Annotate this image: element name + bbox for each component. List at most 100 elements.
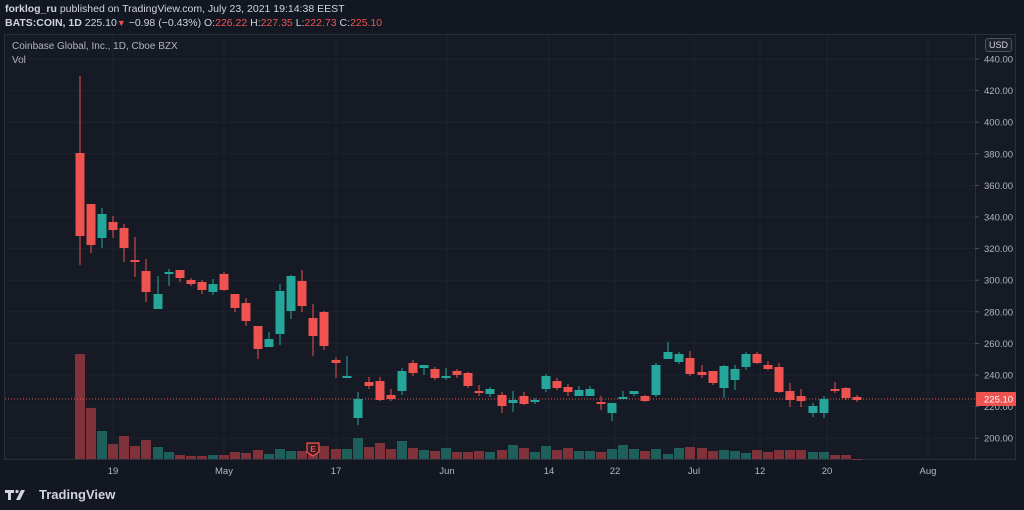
candle-body[interactable]: [275, 291, 285, 334]
candle-body[interactable]: [474, 391, 484, 393]
candle-body[interactable]: [497, 395, 507, 406]
candle-body[interactable]: [141, 271, 151, 292]
volume-bar: [241, 453, 251, 459]
candle-body[interactable]: [319, 312, 329, 346]
candle-body[interactable]: [808, 406, 818, 413]
candle-body[interactable]: [663, 352, 673, 359]
candle-body[interactable]: [297, 281, 307, 306]
candle-body[interactable]: [629, 391, 639, 394]
candle-body[interactable]: [97, 214, 107, 238]
brand-name: TradingView: [39, 487, 116, 502]
candle-body[interactable]: [563, 387, 573, 392]
candle-body[interactable]: [130, 260, 140, 262]
candle-body[interactable]: [119, 228, 129, 248]
candle-body[interactable]: [585, 389, 595, 396]
y-axis-label: 360.00: [984, 181, 1013, 192]
candle-body[interactable]: [685, 358, 695, 374]
candle-body[interactable]: [552, 381, 562, 388]
legend-title[interactable]: Coinbase Global, Inc., 1D, Cboe BZX: [12, 41, 178, 52]
candle-body[interactable]: [186, 280, 196, 284]
candle-body[interactable]: [308, 318, 318, 336]
candle-body[interactable]: [264, 339, 274, 347]
candle-body[interactable]: [353, 399, 363, 418]
candle-body[interactable]: [75, 153, 85, 236]
candle-body[interactable]: [651, 365, 661, 395]
candle-body[interactable]: [674, 354, 684, 362]
candle-body[interactable]: [342, 376, 352, 378]
candle-body[interactable]: [841, 388, 851, 398]
candle-body[interactable]: [697, 372, 707, 375]
candle-body[interactable]: [463, 373, 473, 386]
candle-body[interactable]: [730, 369, 740, 380]
candle-body[interactable]: [441, 376, 451, 378]
candle-body[interactable]: [364, 382, 374, 386]
candle-body[interactable]: [386, 395, 396, 399]
candle-body[interactable]: [452, 371, 462, 375]
volume-bar: [830, 455, 840, 459]
currency-badge[interactable]: USD: [985, 38, 1013, 52]
y-axis-label: 420.00: [984, 86, 1013, 97]
candle-body[interactable]: [519, 396, 529, 404]
candle-body[interactable]: [596, 402, 606, 404]
candle-body[interactable]: [197, 282, 207, 290]
candle-body[interactable]: [508, 400, 518, 403]
low-label: L:: [295, 17, 305, 29]
candle-body[interactable]: [618, 397, 628, 399]
y-axis-label: 260.00: [984, 339, 1013, 350]
tradingview-logo[interactable]: TradingView: [5, 487, 115, 502]
candle-body[interactable]: [241, 303, 251, 321]
candle-body[interactable]: [331, 360, 341, 363]
candle-body[interactable]: [153, 294, 163, 309]
candle-body[interactable]: [752, 354, 762, 363]
volume-bar: [774, 450, 784, 459]
volume-bar: [819, 452, 829, 459]
candle-body[interactable]: [830, 389, 840, 391]
earnings-marker-label: E: [310, 445, 316, 454]
candle-body[interactable]: [719, 366, 729, 388]
candle-body[interactable]: [819, 399, 829, 413]
volume-bar: [674, 448, 684, 459]
volume-bar: [141, 440, 151, 459]
volume-bar: [186, 456, 196, 459]
volume-bar: [574, 451, 584, 459]
candle-body[interactable]: [708, 371, 718, 383]
candle-body[interactable]: [175, 270, 185, 278]
volume-bar: [441, 448, 451, 459]
candle-body[interactable]: [219, 274, 229, 290]
candle-body[interactable]: [86, 204, 96, 245]
symbol-info: BATS:COIN, 1D 225.10▼ −0.98 (−0.43%) O:2…: [5, 17, 382, 29]
candle-body[interactable]: [430, 369, 440, 378]
volume-bar: [219, 455, 229, 459]
candle-body[interactable]: [108, 222, 118, 230]
candle-body[interactable]: [640, 396, 650, 401]
candle-body[interactable]: [485, 389, 495, 394]
low-value: 222.73: [304, 17, 337, 29]
earnings-marker-icon[interactable]: [306, 442, 320, 457]
candle-body[interactable]: [607, 403, 617, 413]
candle-body[interactable]: [741, 354, 751, 367]
candle-body[interactable]: [408, 363, 418, 373]
candle-body[interactable]: [541, 376, 551, 389]
volume-bar: [397, 441, 407, 459]
y-axis-label: 440.00: [984, 55, 1013, 66]
candle-body[interactable]: [852, 397, 862, 400]
candle-body[interactable]: [397, 371, 407, 391]
candle-body[interactable]: [286, 276, 296, 311]
candle-body[interactable]: [253, 326, 263, 349]
last-price-tag: [976, 392, 1016, 406]
candle-body[interactable]: [574, 390, 584, 396]
candle-body[interactable]: [530, 400, 540, 402]
candle-body[interactable]: [164, 272, 174, 274]
candle-body[interactable]: [785, 391, 795, 400]
volume-bar: [119, 436, 129, 459]
candle-body[interactable]: [375, 381, 385, 400]
x-axis-label: 22: [610, 466, 621, 477]
candle-body[interactable]: [419, 365, 429, 368]
candle-body[interactable]: [774, 367, 784, 392]
candle-body[interactable]: [230, 294, 240, 308]
candle-body[interactable]: [208, 284, 218, 292]
candle-body[interactable]: [763, 365, 773, 369]
candle-body[interactable]: [796, 396, 806, 401]
legend-volume[interactable]: Vol: [12, 55, 26, 66]
